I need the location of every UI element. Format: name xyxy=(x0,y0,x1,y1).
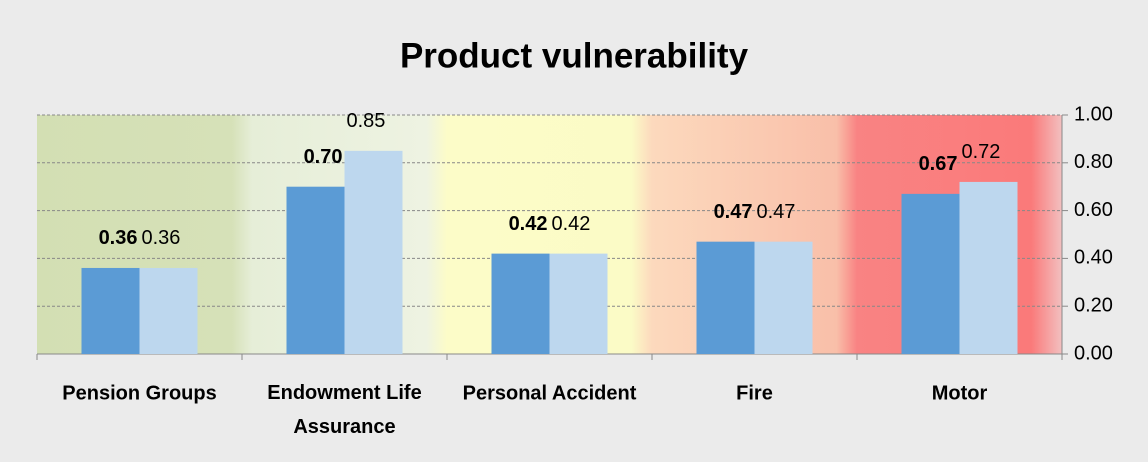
bar xyxy=(286,186,345,354)
x-tick-label: Pension Groups xyxy=(62,382,216,404)
bar xyxy=(754,241,813,354)
value-label: 0.72 xyxy=(962,141,1001,163)
y-tick-label: 0.40 xyxy=(1074,247,1113,269)
bar xyxy=(901,193,960,354)
y-tick-label: 0.80 xyxy=(1074,151,1113,173)
bar xyxy=(139,267,198,354)
bar xyxy=(549,253,608,354)
value-label: 0.47 xyxy=(714,201,753,223)
value-label: 0.36 xyxy=(99,227,138,249)
value-label: 0.70 xyxy=(304,146,343,168)
x-tick-label: Motor xyxy=(932,382,988,404)
bar xyxy=(344,150,403,354)
bar xyxy=(491,253,550,354)
chart-title: Product vulnerability xyxy=(400,36,749,75)
value-label: 0.85 xyxy=(347,110,386,132)
y-tick-label: 0.20 xyxy=(1074,294,1113,316)
bar xyxy=(696,241,755,354)
value-label: 0.67 xyxy=(919,153,958,175)
bar xyxy=(959,181,1018,354)
y-tick-label: 0.60 xyxy=(1074,199,1113,221)
x-tick-label: Personal Accident xyxy=(463,382,637,404)
y-tick-label: 0.00 xyxy=(1074,342,1113,364)
value-label: 0.36 xyxy=(142,227,181,249)
x-tick-label: Endowment Life Assurance xyxy=(267,382,421,438)
y-tick-label: 1.00 xyxy=(1074,103,1113,125)
value-label: 0.42 xyxy=(509,213,548,235)
value-label: 0.47 xyxy=(757,201,796,223)
x-tick-label: Fire xyxy=(736,382,773,404)
value-label: 0.42 xyxy=(552,213,591,235)
bar xyxy=(81,267,140,354)
